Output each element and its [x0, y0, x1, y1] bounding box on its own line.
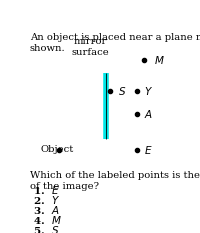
- Text: $\mathit{M}$: $\mathit{M}$: [154, 54, 164, 66]
- Text: $\mathit{Y}$: $\mathit{Y}$: [144, 85, 153, 97]
- Text: 4.  $M$: 4. $M$: [33, 214, 61, 226]
- Text: Which of the labeled points is the position
of the image?: Which of the labeled points is the posit…: [30, 171, 200, 191]
- Text: 5.  $S$: 5. $S$: [33, 223, 59, 233]
- Text: $\mathit{A}$: $\mathit{A}$: [144, 108, 153, 120]
- Text: Object: Object: [40, 145, 74, 154]
- Text: $\mathit{E}$: $\mathit{E}$: [144, 144, 153, 156]
- Text: mirror
surface: mirror surface: [71, 37, 109, 57]
- Text: $\mathit{S}$: $\mathit{S}$: [118, 85, 126, 97]
- Text: 1.  $E$: 1. $E$: [33, 184, 59, 196]
- Text: 2.  $Y$: 2. $Y$: [33, 194, 60, 206]
- Text: An object is placed near a plane mirror, as
shown.: An object is placed near a plane mirror,…: [30, 33, 200, 53]
- Text: 3.  $A$: 3. $A$: [33, 204, 59, 216]
